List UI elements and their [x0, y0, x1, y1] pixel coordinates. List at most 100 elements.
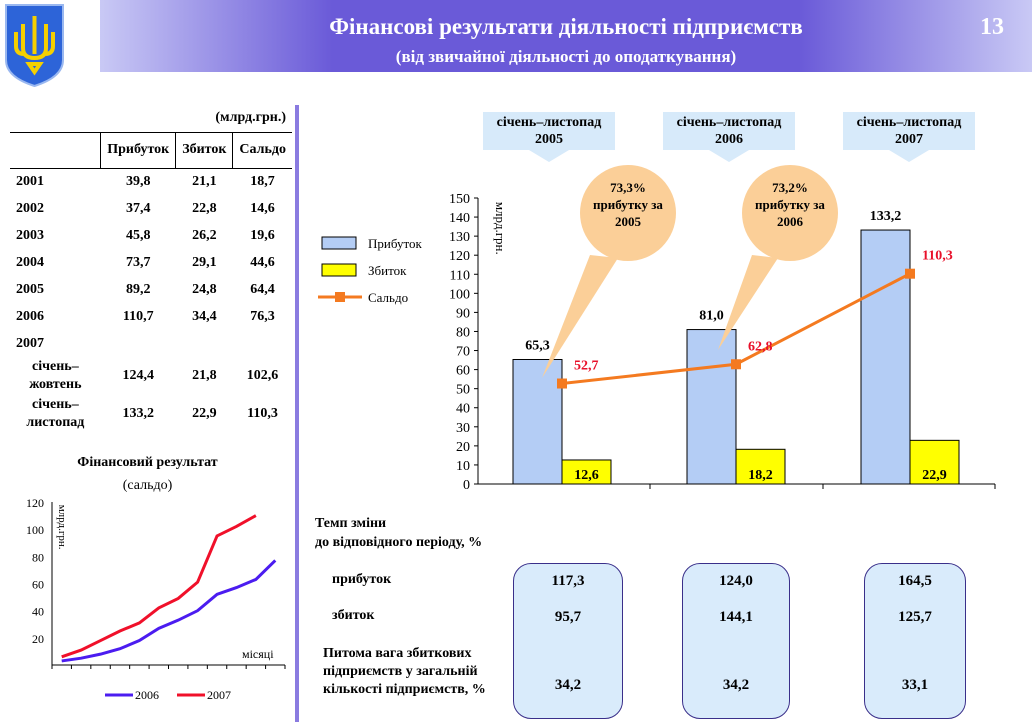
legend-marker-saldo [335, 292, 345, 302]
row-label: січень–жовтень [29, 359, 82, 392]
cell-value [176, 330, 233, 357]
page-number: 13 [980, 14, 1004, 40]
loss-change: 125,7 [898, 609, 932, 625]
loss-share: 34,2 [722, 677, 750, 693]
cell-value: 29,1 [192, 254, 217, 270]
y-tick-label: 60 [456, 364, 470, 379]
loss-share: 34,2 [554, 677, 582, 693]
series-line-2006 [61, 559, 277, 663]
cell-value: 124,4 [122, 368, 154, 383]
profit-change: 124,0 [719, 573, 753, 589]
change-box [513, 563, 623, 719]
callout-pointer [718, 255, 778, 350]
cell-value [101, 330, 176, 357]
y-tick-label: 20 [32, 632, 44, 646]
row-label: 2004 [16, 254, 44, 270]
col-header: Прибуток [100, 131, 176, 169]
legend-label: 2006 [135, 688, 159, 702]
saldo-data-label: 52,7 [574, 359, 599, 374]
profit-data-label: 81,0 [699, 309, 724, 324]
loss-bar [909, 439, 960, 485]
loss-data-label: 22,9 [922, 468, 947, 483]
y-tick-label: 150 [449, 192, 470, 207]
cell-value: 133,2 [122, 406, 154, 421]
col-header: Сальдо [232, 131, 292, 169]
y-tick-label: 90 [456, 306, 470, 321]
y-tick-label: 80 [456, 325, 470, 340]
table-row: січень–жовтень 124,4 21,8 102,6 [10, 357, 292, 395]
saldo-data-label: 62,8 [748, 339, 773, 354]
legend-label: Прибуток [368, 236, 422, 251]
y-tick-label: 0 [463, 478, 470, 493]
row-label: січень–листопад [26, 397, 85, 430]
callout-2005: 73,3% прибутку за 2005 [580, 165, 676, 261]
y-tick-label: 70 [456, 345, 470, 360]
row-label: 2001 [16, 173, 44, 189]
y-axis-label: млрд.грн. [493, 202, 508, 255]
cell-value: 24,8 [192, 281, 217, 297]
row-label: 2002 [16, 200, 44, 216]
legend-swatch-loss [321, 263, 357, 277]
cell-value: 19,6 [250, 227, 275, 243]
table-row: 2002 37,4 22,8 14,6 [10, 195, 292, 222]
table-row: 2001 39,8 21,1 18,7 [10, 168, 292, 195]
results-table: (млрд.грн.) Прибуток Збиток Сальдо 2001 3… [10, 105, 292, 433]
saldo-marker [905, 268, 915, 279]
share-label: кількості підприємств, % [323, 682, 486, 697]
table-row: 2004 73,7 29,1 44,6 [10, 249, 292, 276]
cell-value: 18,7 [250, 173, 275, 189]
cell-value: 89,2 [125, 281, 151, 297]
profit-change: 117,3 [551, 573, 585, 589]
profit-bar [512, 358, 563, 485]
loss-change: 95,7 [554, 609, 582, 625]
change-title: до відповідного періоду, % [315, 535, 483, 550]
period-label: січень–листопад 2005 [483, 112, 615, 162]
divider [295, 105, 299, 722]
cell-value: 110,7 [122, 308, 154, 324]
table-row: 2006 110,7 34,4 76,3 [10, 303, 292, 330]
saldo-marker [731, 359, 741, 370]
loss-data-label: 18,2 [748, 468, 773, 483]
period-label: січень–листопад 2007 [843, 112, 975, 162]
small-chart-subtitle: (сальдо) [122, 478, 173, 493]
y-tick-label: 120 [26, 496, 44, 510]
cell-value: 21,1 [192, 173, 217, 189]
loss-label: збиток [332, 608, 375, 623]
change-title: Темп зміни [315, 516, 387, 531]
main-bar-chart: 0 10 20 30 40 50 60 70 80 90 100 110 120 130 140 150 млр… [318, 192, 996, 493]
y-tick-label: 140 [449, 211, 470, 226]
period-label: січень–листопад 2006 [663, 112, 795, 162]
table-row: 2007 [10, 330, 292, 357]
table-row: січень–листопад 133,2 22,9 110,3 [10, 395, 292, 433]
y-tick-label: 40 [32, 605, 44, 619]
cell-value: 21,8 [192, 368, 217, 383]
loss-data-label: 12,6 [574, 468, 599, 483]
legend-label: Збиток [368, 263, 407, 278]
profit-label: прибуток [332, 572, 392, 587]
cell-value: 110,3 [247, 406, 278, 421]
y-tick-label: 40 [456, 402, 470, 417]
cell-value: 37,4 [125, 200, 151, 216]
loss-change: 144,1 [719, 609, 753, 625]
cell-value: 102,6 [246, 368, 279, 383]
profit-change: 164,5 [898, 573, 932, 589]
y-tick-label: 30 [456, 421, 470, 436]
row-label: 2007 [16, 335, 44, 351]
y-axis-label: млрд.грн. [56, 505, 68, 550]
y-tick-label: 20 [456, 440, 470, 455]
y-tick-label: 80 [32, 550, 44, 564]
share-label: Питома вага збиткових [323, 646, 472, 661]
cell-value: 44,6 [250, 254, 275, 270]
change-box [682, 563, 790, 719]
small-chart-title: Фінансовий результат [77, 455, 218, 470]
cell-value: 14,6 [250, 200, 275, 216]
y-tick-label: 60 [32, 578, 44, 592]
series-line-2007 [61, 514, 257, 659]
cell-value: 45,8 [125, 227, 151, 243]
table-row: 2005 89,2 24,8 64,4 [10, 276, 292, 303]
cell-value: 39,8 [125, 173, 151, 189]
callout-2006: 73,2% прибутку за 2006 [742, 165, 838, 261]
page-subtitle: (від звичайної діяльності до оподаткуван… [395, 47, 737, 66]
y-tick-label: 120 [449, 249, 470, 264]
y-tick-label: 100 [449, 287, 470, 302]
